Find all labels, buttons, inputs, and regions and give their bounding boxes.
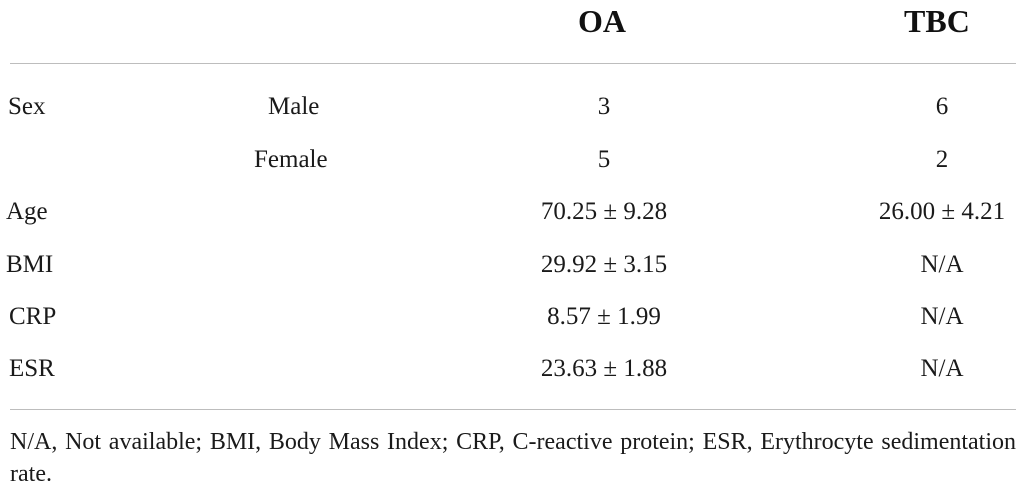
row-label-age: Age <box>6 198 48 225</box>
cell-oa-crp: 8.57 ± 1.99 <box>547 303 661 330</box>
cell-oa-age: 70.25 ± 9.28 <box>540 198 668 225</box>
footer-divider <box>10 409 1016 410</box>
column-header-tbc: TBC <box>904 3 970 39</box>
row-sub-female: Female <box>254 146 328 173</box>
row-label-bmi: BMI <box>6 251 54 278</box>
column-header-oa: OA <box>578 3 626 39</box>
cell-tbc-bmi: N/A <box>920 251 964 278</box>
cell-tbc-age: 26.00 ± 4.21 <box>878 198 1006 225</box>
cell-oa-male: 3 <box>597 93 611 120</box>
cell-tbc-esr: N/A <box>920 355 964 382</box>
table-footnote: N/A, Not available; BMI, Body Mass Index… <box>10 429 1016 487</box>
cell-oa-bmi: 29.92 ± 3.15 <box>540 251 668 278</box>
row-label-esr: ESR <box>9 355 55 382</box>
row-label-crp: CRP <box>9 303 57 330</box>
cell-tbc-female: 2 <box>935 146 949 173</box>
header-divider <box>10 63 1016 64</box>
row-label-sex: Sex <box>8 93 46 120</box>
cell-oa-esr: 23.63 ± 1.88 <box>540 355 668 382</box>
cell-tbc-crp: N/A <box>920 303 964 330</box>
row-sub-male: Male <box>268 93 320 120</box>
cell-tbc-male: 6 <box>935 93 949 120</box>
cell-oa-female: 5 <box>597 146 611 173</box>
